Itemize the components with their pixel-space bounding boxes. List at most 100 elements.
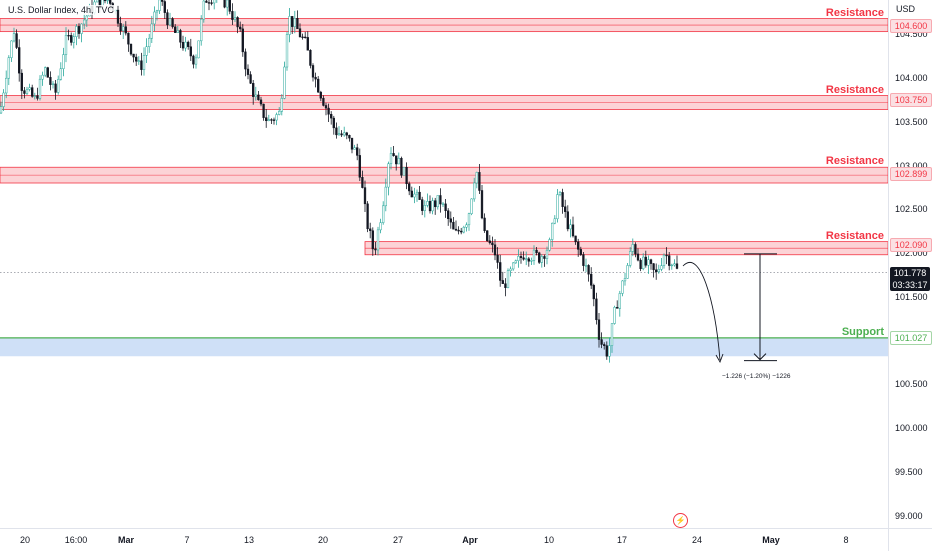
- candle-body: [610, 323, 614, 346]
- resistance-price-tag-3: 102.090: [890, 238, 932, 253]
- candle-body: [480, 190, 484, 219]
- projection-curve: [682, 262, 721, 361]
- candle-body: [33, 95, 36, 97]
- candle-body: [207, 2, 211, 4]
- candle-body: [168, 18, 172, 26]
- price-tick: 99.000: [895, 510, 923, 521]
- candle-body: [319, 91, 322, 99]
- candle-body: [449, 218, 452, 223]
- candle-body: [553, 218, 556, 224]
- candle-body: [5, 77, 8, 94]
- axis-corner[interactable]: [888, 528, 932, 551]
- candle-body: [665, 254, 668, 257]
- price-axis[interactable]: USD 104.500 104.000 103.500 103.000 102.500 1…: [888, 0, 932, 528]
- candle-body: [644, 256, 647, 266]
- candle-body: [595, 298, 598, 321]
- candle-body: [371, 230, 374, 250]
- projection-arrowhead: [715, 353, 724, 364]
- support-price-tag-4: 101.027: [890, 331, 932, 346]
- price-tick: 104.500: [895, 29, 928, 40]
- candle-body: [239, 26, 242, 30]
- candle-body: [106, 0, 109, 2]
- candle-body: [655, 269, 658, 273]
- candle-body: [363, 187, 367, 205]
- candle-body: [652, 263, 655, 271]
- time-label: 16:00: [64, 535, 88, 545]
- candle-body: [350, 137, 354, 150]
- candle-body: [431, 200, 434, 212]
- candle-body: [634, 244, 637, 255]
- candle-body: [267, 119, 270, 121]
- candle-body: [77, 26, 81, 34]
- chart-pane[interactable]: U.S. Dollar Index, 4h, TVC Resistance Res…: [0, 0, 888, 528]
- candle-body: [241, 28, 244, 53]
- candle-body: [2, 92, 5, 107]
- candle-body: [395, 155, 398, 165]
- candle-body: [187, 41, 190, 47]
- candle-body: [551, 222, 554, 240]
- candle-body: [80, 23, 83, 34]
- candle-body: [291, 16, 294, 27]
- resistance-price-tag-0: 104.600: [890, 18, 932, 33]
- last-price-value: 101.778: [893, 268, 927, 278]
- time-label: Mar: [117, 535, 135, 545]
- candle-body: [465, 224, 468, 228]
- candle-body: [285, 34, 289, 68]
- candle-body: [96, 0, 99, 3]
- candle-body: [454, 228, 458, 231]
- candle-body: [306, 37, 309, 51]
- candle-body: [75, 26, 78, 37]
- price-tick: 102.000: [895, 248, 928, 258]
- candle-body: [647, 259, 650, 266]
- candle-body: [249, 74, 252, 84]
- price-tick: 103.500: [895, 116, 928, 127]
- candle-body: [493, 244, 497, 256]
- candle-body: [556, 194, 559, 220]
- candle-body: [382, 205, 385, 223]
- bar-countdown: 03:33:17: [892, 280, 928, 290]
- time-label: 17: [616, 535, 628, 545]
- candle-body: [337, 133, 341, 136]
- candle-body: [571, 224, 575, 237]
- time-axis[interactable]: 20 16:00 Mar 7 13 20 27 Apr 10 17 24 May 8: [0, 528, 888, 551]
- candle-body: [389, 153, 393, 165]
- candle-body: [275, 114, 278, 121]
- candle-body: [535, 249, 538, 254]
- candle-body: [200, 18, 203, 42]
- candle-body: [574, 235, 577, 243]
- lightning-icon[interactable]: ⚡: [673, 513, 688, 528]
- candle-body: [558, 192, 562, 195]
- candle-body: [122, 26, 125, 32]
- candle-body: [132, 53, 135, 58]
- candle-body: [163, 1, 166, 13]
- candle-body: [600, 339, 603, 345]
- candle-body: [38, 78, 42, 99]
- candle-body: [668, 255, 671, 266]
- time-label: 7: [184, 535, 190, 545]
- candle-body: [298, 28, 302, 38]
- price-chart[interactable]: [0, 0, 888, 528]
- symbol-title[interactable]: U.S. Dollar Index, 4h, TVC: [6, 5, 116, 15]
- candle-body: [72, 36, 75, 43]
- candle-body: [166, 12, 169, 26]
- candle-body: [317, 78, 320, 93]
- price-tick: 99.500: [895, 466, 923, 477]
- candle-body: [629, 251, 632, 266]
- candle-body: [592, 285, 595, 300]
- candle-body: [210, 2, 213, 4]
- measure-arrowhead: [753, 353, 767, 361]
- candle-body: [525, 258, 528, 260]
- candle-body: [51, 83, 55, 85]
- time-label: 13: [243, 535, 255, 545]
- candle-body: [506, 270, 510, 288]
- candle-body: [501, 280, 504, 284]
- candle-body: [457, 229, 460, 232]
- candle-body: [473, 182, 476, 200]
- candle-body: [145, 46, 148, 56]
- candle-body: [278, 111, 281, 115]
- candle-body: [296, 18, 299, 29]
- candle-body: [327, 107, 330, 115]
- candle-body: [109, 0, 112, 4]
- candle-body: [194, 57, 198, 65]
- candle-body: [636, 253, 640, 261]
